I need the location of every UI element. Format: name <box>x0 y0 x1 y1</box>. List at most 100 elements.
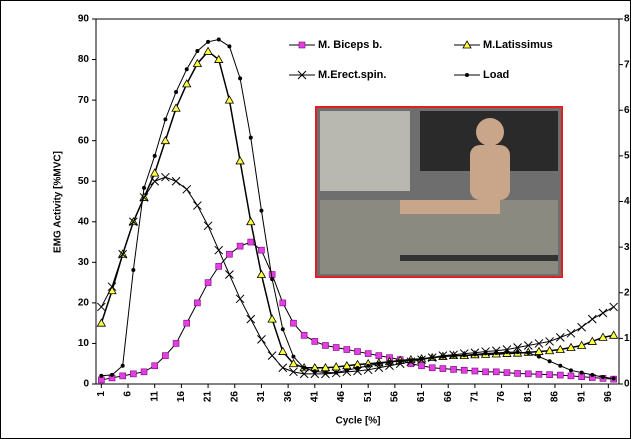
marker-cross <box>534 339 544 348</box>
y2-tick-label: 0 <box>624 379 630 390</box>
marker-cross <box>96 302 106 312</box>
x-tick-label: 26 <box>229 391 240 403</box>
marker-triangle <box>462 40 472 49</box>
y-tick-label: 50 <box>78 176 90 187</box>
marker-cross <box>385 361 394 371</box>
marker-cross <box>513 343 522 352</box>
marker-dot <box>483 351 488 356</box>
marker-cross <box>203 221 213 231</box>
marker-cross <box>587 314 597 324</box>
marker-dot <box>451 353 456 358</box>
marker-square <box>290 319 297 327</box>
marker-dot <box>195 48 200 53</box>
y2-tick-label: 800 <box>624 14 631 25</box>
x-tick-label: 91 <box>576 391 587 403</box>
x-tick-label: 86 <box>550 391 561 403</box>
marker-square <box>140 368 148 376</box>
marker-triangle <box>150 168 160 177</box>
marker-square <box>98 376 105 384</box>
marker-cross <box>297 70 307 80</box>
marker-dot <box>344 368 349 373</box>
marker-cross <box>555 333 565 342</box>
marker-dot <box>536 354 541 359</box>
x-tick-label: 71 <box>470 391 481 403</box>
marker-square <box>172 340 180 347</box>
marker-cross <box>225 270 234 279</box>
marker-square <box>556 371 564 379</box>
marker-square <box>439 365 447 372</box>
marker-dot <box>227 44 232 49</box>
y-tick-label: 60 <box>78 135 90 146</box>
x-tick-label: 41 <box>309 391 320 403</box>
x-tick-label: 56 <box>389 391 400 403</box>
x-tick-label: 66 <box>443 391 454 403</box>
y-tick-label: 70 <box>78 95 90 106</box>
marker-square <box>258 246 265 254</box>
marker-square <box>279 299 287 307</box>
legend-label: M.Erect.spin. <box>318 69 386 81</box>
marker-triangle <box>598 332 608 341</box>
x-tick-label: 46 <box>336 391 347 403</box>
marker-triangle <box>576 340 587 349</box>
marker-dot <box>472 352 477 357</box>
marker-triangle <box>203 46 213 55</box>
marker-square <box>354 348 361 355</box>
marker-dot <box>355 366 360 371</box>
marker-square <box>247 238 255 246</box>
marker-dot <box>579 370 584 375</box>
marker-cross <box>598 308 608 318</box>
y2-tick-label: 100 <box>624 333 631 344</box>
marker-cross <box>267 351 277 360</box>
y2-tick-label: 200 <box>624 287 631 298</box>
x-tick-label: 1 <box>96 391 107 397</box>
marker-square <box>162 352 169 359</box>
y-axis-label: EMG Activity [%MVC] <box>53 151 64 253</box>
marker-dot <box>568 368 573 373</box>
legend-label: Load <box>483 69 509 81</box>
marker-triangle <box>235 156 245 165</box>
marker-dot <box>216 37 221 42</box>
marker-cross <box>289 367 298 377</box>
marker-square <box>514 370 521 377</box>
legend-label: M. Biceps b. <box>318 39 382 51</box>
marker-triangle <box>278 346 288 355</box>
marker-cross <box>363 365 373 375</box>
x-tick-label: 81 <box>523 391 534 403</box>
marker-square <box>332 344 340 351</box>
marker-triangle <box>587 336 598 345</box>
marker-dot <box>611 376 616 381</box>
x-tick-label: 96 <box>603 391 614 403</box>
marker-square <box>236 242 244 250</box>
marker-dot <box>430 355 435 360</box>
y2-tick-label: 600 <box>624 105 631 116</box>
marker-dot <box>440 354 445 359</box>
x-tick-label: 61 <box>416 391 427 403</box>
marker-cross <box>193 201 202 210</box>
marker-square <box>151 362 159 370</box>
marker-square <box>450 366 457 373</box>
marker-triangle <box>331 362 341 371</box>
marker-cross <box>545 337 554 346</box>
marker-triangle <box>171 103 181 112</box>
marker-dot <box>184 67 189 72</box>
marker-cross <box>566 328 576 338</box>
marker-square <box>194 299 201 307</box>
marker-cross <box>278 363 288 373</box>
marker-square <box>546 371 553 378</box>
x-tick-label: 11 <box>149 391 160 402</box>
marker-triangle <box>534 346 544 355</box>
marker-square <box>130 370 137 378</box>
marker-square <box>524 370 532 378</box>
marker-cross <box>374 363 384 373</box>
marker-dot <box>152 153 157 158</box>
marker-triangle <box>288 358 299 368</box>
marker-dot <box>387 360 392 365</box>
marker-cross <box>129 217 138 227</box>
marker-dot <box>462 353 467 358</box>
x-tick-label: 76 <box>496 391 507 403</box>
marker-triangle <box>555 344 565 353</box>
y-tick-label: 40 <box>78 216 90 227</box>
marker-square <box>578 373 585 381</box>
marker-cross <box>214 245 224 255</box>
marker-square <box>300 332 308 339</box>
